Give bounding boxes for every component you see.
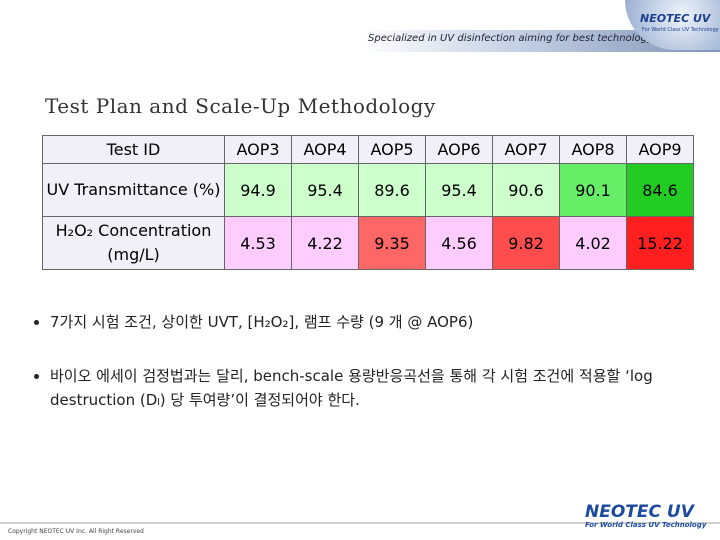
- column-header: AOP8: [559, 135, 627, 164]
- tagline: Specialized in UV disinfection aiming fo…: [368, 33, 653, 44]
- row-label: UV Transmittance (%): [42, 163, 225, 217]
- column-header: AOP9: [626, 135, 694, 164]
- value-cell: 90.6: [492, 163, 560, 217]
- header-logo-sub: For World Class UV Technology: [642, 27, 719, 33]
- value-cell: 4.56: [425, 216, 493, 270]
- data-row: UV Transmittance (%) 94.9 95.4 89.6 95.4 90.6…: [42, 163, 694, 217]
- copyright: Copyright NEOTEC UV Inc. All Right Reser…: [8, 528, 144, 535]
- data-row: H₂O₂ Concentration (mg/L) 4.53 4.22 9.35 4.5…: [42, 216, 694, 270]
- footer-logo: NEOTEC UV: [585, 502, 694, 522]
- bullet: 바이오 에세이 검정법과는 달리, bench-scale 용량반응곡선을 통해…: [50, 364, 710, 412]
- column-header: AOP3: [224, 135, 292, 164]
- value-cell: 95.4: [291, 163, 359, 217]
- header-logo: NEOTEC UV: [640, 12, 711, 25]
- value-cell: 95.4: [425, 163, 493, 217]
- value-cell: 4.22: [291, 216, 359, 270]
- bullet-list: 7가지 시험 조건, 상이한 UVT, [H₂O₂], 램프 수량 (9 개 @…: [28, 310, 710, 442]
- footer-logo-sub: For World Class UV Technology: [585, 521, 707, 529]
- column-header: AOP5: [358, 135, 426, 164]
- value-cell: 89.6: [358, 163, 426, 217]
- column-header: AOP7: [492, 135, 560, 164]
- header-row: Test ID AOP3 AOP4 AOP5 AOP6 AOP7 AOP8 AOP9: [42, 135, 694, 164]
- value-cell: 90.1: [559, 163, 627, 217]
- value-cell: 4.53: [224, 216, 292, 270]
- value-cell: 94.9: [224, 163, 292, 217]
- header-banner: [360, 30, 720, 52]
- value-cell: 9.35: [358, 216, 426, 270]
- column-header: Test ID: [42, 135, 225, 164]
- value-cell: 9.82: [492, 216, 560, 270]
- test-table: Test ID AOP3 AOP4 AOP5 AOP6 AOP7 AOP8 AOP9 UV Tr…: [42, 135, 694, 270]
- slide-title: Test Plan and Scale-Up Methodology: [45, 94, 436, 118]
- value-cell: 4.02: [559, 216, 627, 270]
- bullet: 7가지 시험 조건, 상이한 UVT, [H₂O₂], 램프 수량 (9 개 @…: [50, 310, 710, 334]
- footer-line: [0, 522, 720, 524]
- value-cell: 84.6: [626, 163, 694, 217]
- column-header: AOP4: [291, 135, 359, 164]
- column-header: AOP6: [425, 135, 493, 164]
- row-label: H₂O₂ Concentration (mg/L): [42, 216, 225, 270]
- value-cell: 15.22: [626, 216, 694, 270]
